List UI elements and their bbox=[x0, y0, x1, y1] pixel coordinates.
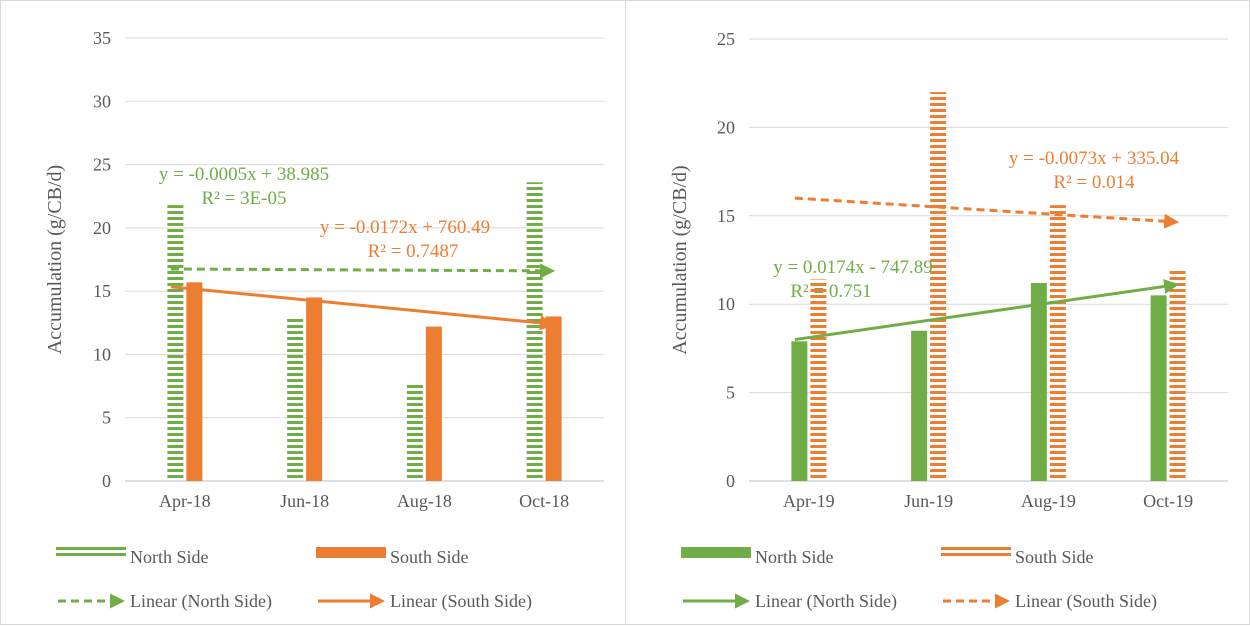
y-tick-label: 0 bbox=[726, 471, 735, 491]
x-tick-label: Jun-19 bbox=[904, 491, 953, 511]
x-tick-label: Jun-18 bbox=[280, 491, 329, 511]
north-bar bbox=[911, 330, 928, 481]
y-tick-label: 5 bbox=[726, 383, 735, 403]
south-legend-label: South Side bbox=[390, 547, 469, 567]
y-axis-label: Accumulation (g/CB/d) bbox=[669, 165, 691, 354]
south-bar bbox=[306, 297, 323, 481]
north-bar bbox=[287, 317, 304, 481]
x-tick-label: Apr-18 bbox=[159, 491, 211, 511]
north-bar bbox=[406, 382, 423, 481]
south-trend-r2: R² = 0.014 bbox=[1053, 172, 1135, 193]
south-trendline bbox=[794, 196, 1180, 229]
north-trend-r2: R² = 3E-05 bbox=[201, 188, 286, 209]
y-tick-label: 30 bbox=[93, 91, 111, 111]
north-bar bbox=[791, 341, 808, 481]
y-tick-label: 15 bbox=[717, 206, 735, 226]
south-trend-r2: R² = 0.7487 bbox=[368, 241, 459, 262]
north-bar bbox=[167, 205, 184, 481]
north-trend-equation: y = 0.0174x - 747.89 bbox=[773, 257, 933, 278]
north-legend-label: North Side bbox=[130, 547, 209, 567]
north-legend-swatch bbox=[681, 547, 751, 558]
north-trend-legend-label: Linear (North Side) bbox=[755, 591, 897, 612]
y-tick-label: 10 bbox=[717, 294, 735, 314]
north-legend-swatch bbox=[56, 547, 126, 559]
y-tick-label: 35 bbox=[93, 28, 111, 48]
y-axis-label: Accumulation (g/CB/d) bbox=[44, 165, 66, 354]
x-tick-label: Aug-18 bbox=[397, 491, 452, 511]
south-legend-swatch bbox=[941, 547, 1011, 559]
y-tick-label: 10 bbox=[93, 344, 111, 364]
chart-panel-2018: Accumulation (g/CB/d) 0 5 10 15 20 25 30 35 Apr-1… bbox=[0, 0, 626, 625]
south-trendline bbox=[170, 285, 556, 331]
north-trend-r2: R² = 0.751 bbox=[790, 281, 871, 302]
y-tick-label: 5 bbox=[102, 408, 111, 428]
y-tick-label: 15 bbox=[93, 281, 111, 301]
north-trend-equation: y = -0.0005x + 38.985 bbox=[159, 164, 329, 185]
north-bar bbox=[1150, 295, 1167, 481]
y-tick-label: 25 bbox=[717, 29, 735, 49]
north-bar bbox=[1030, 282, 1047, 481]
x-tick-label: Oct-19 bbox=[1143, 491, 1193, 511]
y-tick-label: 20 bbox=[717, 117, 735, 137]
north-bar bbox=[526, 182, 543, 481]
chart-2019: Accumulation (g/CB/d) 0 5 10 15 20 25 Apr-19 Jun… bbox=[669, 29, 1228, 612]
north-trendline bbox=[170, 263, 556, 279]
south-trend-equation: y = -0.0073x + 335.04 bbox=[1009, 148, 1180, 169]
south-bar bbox=[930, 92, 947, 481]
y-tick-label: 25 bbox=[93, 155, 111, 175]
north-legend-label: North Side bbox=[755, 547, 834, 567]
south-bar bbox=[1049, 205, 1066, 481]
south-legend-label: South Side bbox=[1015, 547, 1094, 567]
y-tick-label: 0 bbox=[102, 471, 111, 491]
south-bar bbox=[425, 326, 442, 481]
south-legend-swatch bbox=[316, 547, 386, 558]
chart-panel-2019: Accumulation (g/CB/d) 0 5 10 15 20 25 Apr-19 Jun… bbox=[625, 0, 1250, 625]
south-bar bbox=[810, 279, 827, 481]
south-trend-legend-label: Linear (South Side) bbox=[1015, 591, 1157, 612]
x-tick-label: Oct-18 bbox=[519, 491, 569, 511]
x-tick-label: Aug-19 bbox=[1021, 491, 1076, 511]
south-trend-equation: y = -0.0172x + 760.49 bbox=[320, 217, 490, 238]
x-tick-label: Apr-19 bbox=[783, 491, 835, 511]
south-bar bbox=[545, 316, 562, 481]
south-bar bbox=[186, 282, 203, 481]
chart-2018: Accumulation (g/CB/d) 0 5 10 15 20 25 30 35 Apr-1… bbox=[44, 28, 604, 612]
south-trend-legend-label: Linear (South Side) bbox=[390, 591, 532, 612]
y-tick-label: 20 bbox=[93, 218, 111, 238]
north-trendline bbox=[794, 279, 1180, 342]
north-trend-legend-label: Linear (North Side) bbox=[130, 591, 272, 612]
south-bar bbox=[1169, 268, 1186, 481]
